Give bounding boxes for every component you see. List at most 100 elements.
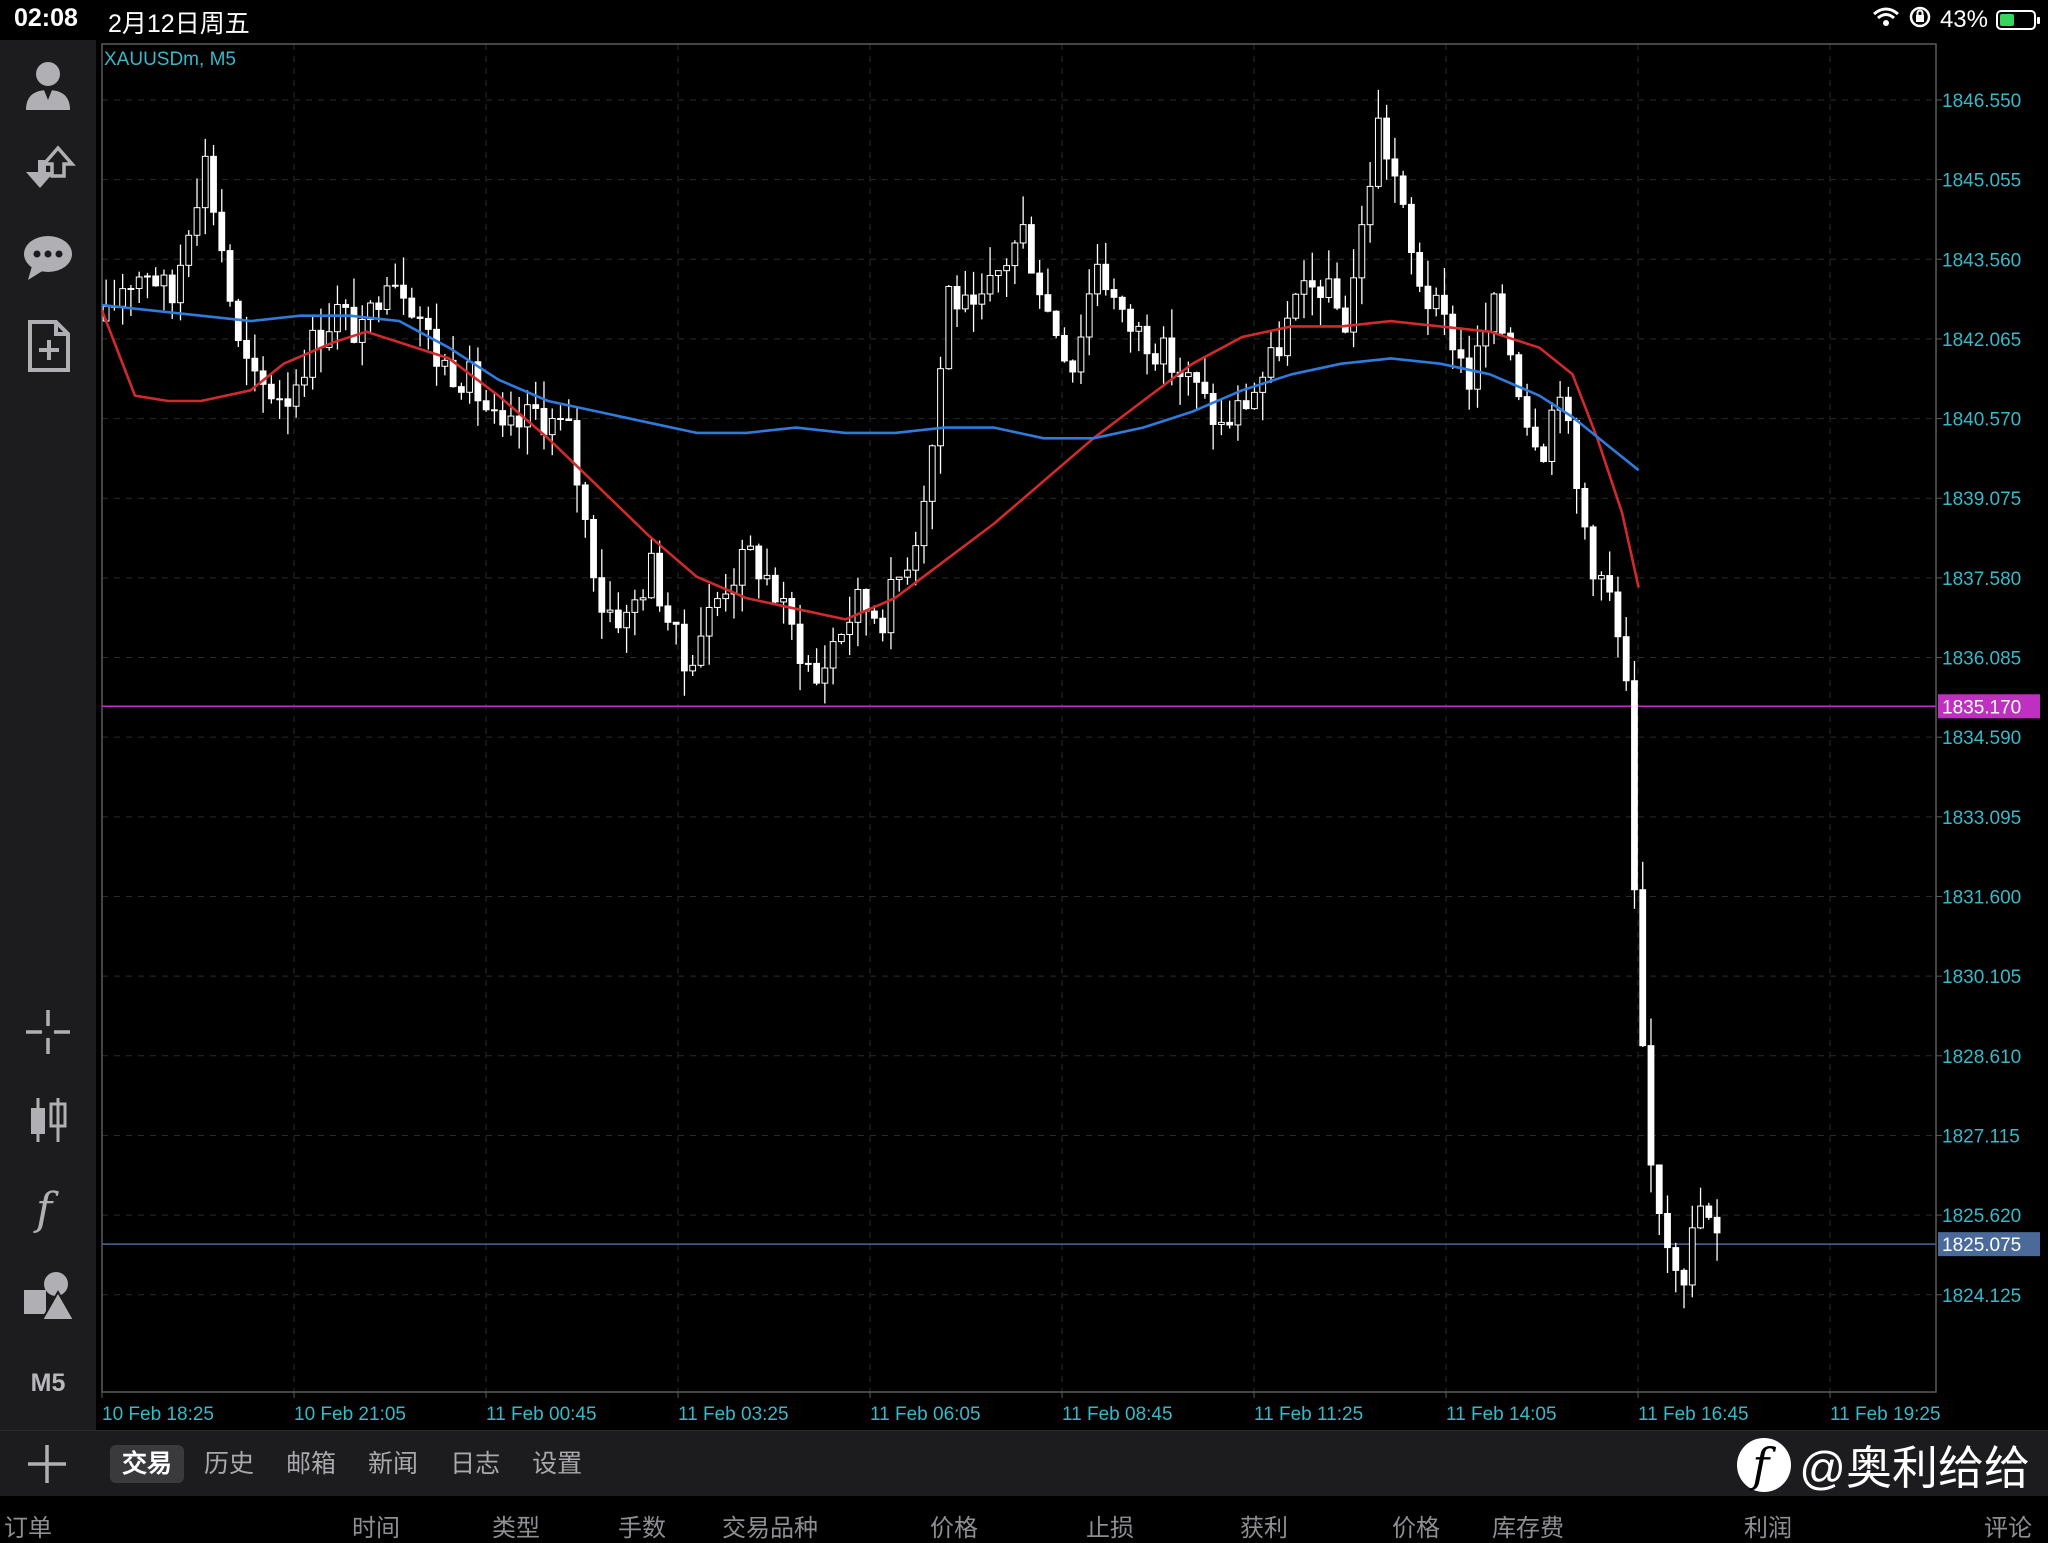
chat-icon[interactable] (18, 228, 78, 288)
column-profit[interactable]: 利润 (1744, 1515, 1792, 1542)
candle-body (771, 574, 779, 603)
candle-body (185, 234, 193, 266)
timeframe-button[interactable]: M5 (30, 1369, 66, 1397)
column-stop-loss[interactable]: 止损 (1086, 1515, 1134, 1542)
status-time: 02:08 (14, 4, 78, 32)
wifi-icon (1872, 6, 1900, 35)
candle-body (325, 331, 333, 349)
objects-icon[interactable] (18, 1266, 78, 1326)
candle-body (119, 288, 127, 307)
price-axis: 1846.550 1845.055 1843.560 1842.065 1840.570… (1936, 91, 2021, 1307)
candle-body (780, 598, 787, 603)
candle-body (177, 264, 184, 304)
indicators-icon[interactable]: f (18, 1178, 78, 1238)
y-tick-label: 1842.065 (1942, 330, 2021, 351)
candle-body (1705, 1205, 1713, 1218)
price-chart[interactable]: 1835.170 1825.075 1846.550 1845.055 1843.56… (96, 40, 2048, 1430)
tab-mailbox[interactable]: 邮箱 (286, 1450, 337, 1478)
candle-body (1127, 308, 1134, 332)
candle-body (672, 621, 680, 625)
y-tick-label: 1824.125 (1942, 1286, 2021, 1307)
candle-body (1647, 1045, 1655, 1166)
column-time[interactable]: 时间 (352, 1515, 400, 1542)
candle-body (920, 500, 928, 547)
candle-body (284, 398, 292, 407)
column-volume[interactable]: 手数 (618, 1515, 666, 1542)
column-comment[interactable]: 评论 (1984, 1515, 2032, 1542)
column-price[interactable]: 价格 (1392, 1515, 1440, 1542)
new-order-icon[interactable] (18, 316, 78, 376)
candle-body (1094, 263, 1101, 295)
candle-body (945, 285, 953, 370)
candle-body (226, 250, 234, 302)
candle-body (1061, 335, 1068, 362)
candle-body (961, 294, 969, 310)
candle-body (879, 617, 887, 634)
candle-body (1284, 317, 1291, 357)
candle-body (1680, 1269, 1688, 1286)
level-label: 1835.170 (1942, 697, 2021, 718)
candle-body (837, 633, 845, 643)
candle-body (1515, 354, 1523, 398)
candle-body (1465, 357, 1473, 390)
candlestick-icon[interactable] (18, 1090, 78, 1150)
candle-body (168, 274, 176, 304)
column-swap[interactable]: 库存费 (1492, 1515, 1564, 1542)
crosshair-icon[interactable] (18, 1002, 78, 1062)
ma-blue-line (101, 303, 1640, 472)
watermark-text: @奥利给给 (1799, 1442, 2030, 1494)
candle-body (1564, 396, 1572, 422)
candle-body (1333, 278, 1341, 309)
candle-body (1598, 575, 1605, 580)
column-open-price[interactable]: 价格 (930, 1515, 978, 1542)
candle-body (457, 386, 465, 393)
candle-body (499, 410, 507, 426)
trade-icon[interactable] (18, 140, 78, 200)
candle-body (1523, 396, 1531, 428)
candle-body (1226, 421, 1234, 426)
candle-body (1482, 331, 1490, 347)
candle-body (912, 545, 920, 571)
candle-body (1201, 381, 1209, 394)
candle-body (491, 409, 498, 412)
y-tick-label: 1828.610 (1942, 1047, 2021, 1068)
watermark: @奥利给给 (1737, 1435, 2030, 1495)
candle-body (1168, 337, 1176, 373)
candle-body (1664, 1212, 1671, 1249)
candle-body (755, 545, 763, 580)
candle-body (358, 318, 366, 343)
candle-body (210, 155, 217, 213)
candle-body (1697, 1205, 1704, 1229)
column-symbol[interactable]: 交易品种 (722, 1515, 818, 1542)
chart-canvas[interactable]: 1835.170 1825.075 1846.550 1845.055 1843.56… (96, 40, 2048, 1430)
column-take-profit[interactable]: 获利 (1240, 1515, 1288, 1542)
candle-body (416, 316, 424, 319)
candle-body (276, 398, 284, 401)
candle-body (1350, 277, 1357, 333)
tab-news[interactable]: 新闻 (368, 1450, 419, 1478)
candle-body (540, 407, 548, 436)
tab-settings[interactable]: 设置 (532, 1450, 583, 1478)
candle-body (1490, 293, 1498, 333)
battery-icon (1996, 10, 2040, 30)
left-toolbar: f M5 (0, 40, 96, 1430)
candle-body (1416, 251, 1424, 287)
account-icon[interactable] (18, 54, 78, 114)
column-order[interactable]: 订单 (4, 1515, 52, 1542)
symbol-label: XAUUSDm, M5 (104, 49, 236, 70)
candle-body (1622, 636, 1630, 682)
add-button[interactable] (22, 1439, 72, 1489)
column-type[interactable]: 类型 (492, 1515, 540, 1542)
candle-body (664, 605, 672, 623)
tab-history[interactable]: 历史 (204, 1450, 255, 1478)
y-tick-label: 1843.560 (1942, 250, 2021, 271)
candle-body (1441, 294, 1448, 315)
candle-body (970, 294, 977, 305)
candle-body (813, 662, 820, 684)
candle-body (763, 574, 771, 580)
candle-body (218, 211, 226, 252)
candle-body (1581, 487, 1589, 528)
tab-trade[interactable]: 交易 (110, 1445, 185, 1483)
tab-journal[interactable]: 日志 (450, 1450, 501, 1478)
y-tick-label: 1830.105 (1942, 967, 2021, 988)
